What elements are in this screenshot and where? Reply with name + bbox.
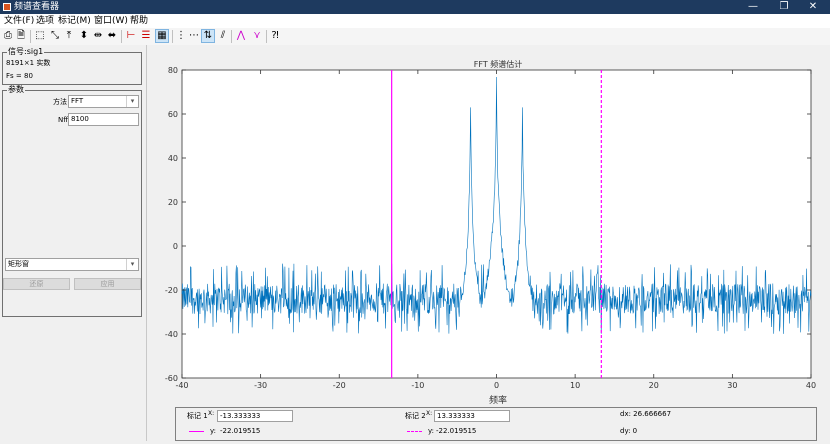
spectrum-chart[interactable]: FFT 频谱估计 -40 -30 -20 -10 0 10 20 30 40-60-40-200…: [147, 45, 830, 441]
spectrum-layer: [181, 70, 812, 378]
signal-legend: 信号:sig1: [7, 47, 45, 57]
zoom-fit-icon[interactable]: ⤡: [51, 30, 59, 41]
signal-size: 8191×1 实数: [6, 59, 51, 67]
left-panel: 信号:sig1 8191×1 实数 Fs = 80 参数 方法 FFT ▾ Nf…: [0, 45, 147, 441]
minimize-button[interactable]: —: [748, 1, 758, 12]
x-tick-label: -30: [254, 381, 267, 390]
x-tick-label: 30: [727, 381, 737, 390]
params-group: 参数 方法 FFT ▾ Nfft 8100 矩形窗 ▾: [2, 85, 142, 317]
plot-area: FFT 频谱估计 -40 -30 -20 -10 0 10 20 30 40 -60 -40 -20 0…: [147, 45, 830, 441]
maximize-button[interactable]: ❐: [779, 1, 789, 12]
zoom-horizontal-icon[interactable]: ⇹: [93, 30, 103, 41]
signal-group: 信号:sig1 8191×1 实数 Fs = 80: [2, 47, 142, 85]
marker1-y-value: -22.019515: [220, 427, 261, 435]
axes-box: [181, 69, 812, 379]
marker2-y-value: -22.019515: [436, 427, 477, 435]
app-icon: [3, 3, 11, 11]
marker2-y-label: y:: [428, 427, 434, 435]
print-preview-icon[interactable]: 🗎: [16, 30, 26, 41]
marker1-x-input[interactable]: -13.333333: [217, 410, 293, 422]
x-tick-label: 0: [494, 381, 499, 390]
window-select[interactable]: 矩形窗 ▾: [5, 258, 139, 271]
x-tick-label: 10: [570, 381, 580, 390]
y-tick-label: 60: [168, 110, 178, 119]
print-icon[interactable]: ⎙: [4, 30, 12, 41]
marker-dy: dy: 0: [620, 427, 638, 435]
x-tick-label: -10: [411, 381, 424, 390]
marker-dx: dx: 26.666667: [620, 410, 672, 418]
apply-button[interactable]: 应用: [74, 278, 141, 290]
swap-markers-icon[interactable]: ⇅: [201, 29, 215, 43]
chevron-down-icon: ▾: [126, 259, 138, 270]
chevron-down-icon: ▾: [126, 96, 138, 107]
marker-lock-icon[interactable]: ⫽: [220, 30, 226, 41]
marker2-x-label: X:: [426, 410, 433, 417]
nfft-input[interactable]: 8100: [68, 113, 139, 126]
x-tick-label: -40: [175, 381, 188, 390]
nfft-label: Nfft: [58, 116, 71, 124]
pan-vertical-icon[interactable]: ⬍: [79, 30, 89, 41]
y-tick-label: -60: [165, 374, 178, 383]
marker-panel: 标记 1 X: -13.333333 y: -22.019515 标记 2 X:…: [175, 407, 817, 441]
y-tick-label: 80: [168, 66, 178, 75]
menu-options[interactable]: 选项: [36, 16, 55, 26]
x-tick-label: 40: [806, 381, 816, 390]
window-title: 频谱查看器: [14, 2, 60, 12]
y-tick-label: -20: [165, 286, 178, 295]
close-button[interactable]: ✕: [808, 1, 818, 12]
revert-button[interactable]: 还原: [3, 278, 70, 290]
method-select[interactable]: FFT ▾: [68, 95, 139, 108]
marker2-label: 标记 2: [405, 412, 426, 420]
menu-file[interactable]: 文件(F): [4, 16, 35, 26]
marker2-x-input[interactable]: 13.333333: [434, 410, 510, 422]
marker1-label: 标记 1: [187, 412, 208, 420]
pan-horizontal-icon[interactable]: ⬌: [107, 30, 117, 41]
signal-fs: Fs = 80: [6, 72, 33, 80]
spectrum-trace: [181, 76, 812, 334]
x-axis-label: 频率: [489, 394, 507, 406]
y-tick-label: -40: [165, 330, 178, 339]
zoom-vertical-icon[interactable]: ⤒: [66, 30, 72, 41]
x-tick-label: 20: [649, 381, 659, 390]
menu-help[interactable]: 帮助: [130, 16, 149, 26]
y-tick-label: 40: [168, 154, 178, 163]
zoom-box-icon[interactable]: ⬚: [35, 30, 45, 41]
menu-markers[interactable]: 标记(M): [58, 16, 91, 26]
menu-window[interactable]: 窗口(W): [94, 16, 128, 26]
horizontal-markers-icon[interactable]: ⋯: [189, 30, 199, 41]
marker2-line-swatch: [407, 431, 422, 432]
menu-bar: 文件(F) 选项 标记(M) 窗口(W) 帮助: [0, 14, 830, 28]
peak-next-icon[interactable]: ⋎: [253, 30, 261, 41]
params-legend: 参数: [7, 85, 25, 95]
marker1-x-label: X:: [208, 410, 215, 417]
y-tick-label: 20: [168, 198, 178, 207]
x-tick-label: -20: [333, 381, 346, 390]
grid-icon[interactable]: ☰: [141, 30, 151, 41]
marker1-line-swatch: [189, 431, 204, 432]
window-value: 矩形窗: [8, 260, 29, 268]
title-bar: 频谱查看器 — ❐ ✕: [0, 0, 830, 14]
toolbar: ⎙ 🗎 ⬚ ⤡ ⤒ ⬍ ⇹ ⬌ ⊢ ☰ ▦ ⋮ ⋯ ⇅ ⫽ ⋀ ⋎ ⁈: [0, 28, 830, 46]
peak-find-icon[interactable]: ⋀: [236, 30, 246, 41]
method-value: FFT: [71, 97, 84, 105]
context-help-icon[interactable]: ⁈: [271, 30, 279, 41]
y-tick-label: 0: [173, 242, 178, 251]
marker-line-icon[interactable]: ⊢: [126, 30, 136, 41]
spectrum-display-icon[interactable]: ▦: [155, 29, 169, 43]
method-label: 方法: [53, 98, 67, 106]
vertical-markers-icon[interactable]: ⋮: [176, 30, 186, 41]
chart-title: FFT 频谱估计: [474, 59, 523, 69]
marker1-y-label: y:: [210, 427, 216, 435]
